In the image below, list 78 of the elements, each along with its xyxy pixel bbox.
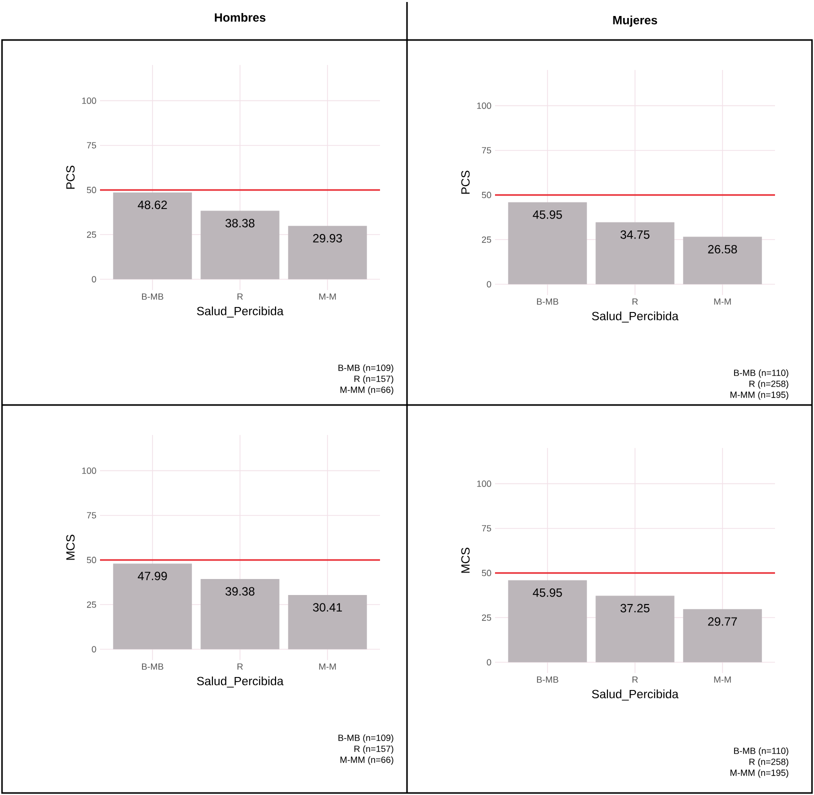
text: M-MM (n=195) <box>730 391 788 400</box>
bar <box>200 578 280 650</box>
x-tick-label: B-MB <box>537 298 558 305</box>
text: B-MB (n=109) <box>338 734 394 743</box>
data-label: 30.41 <box>313 603 342 612</box>
bar <box>508 202 587 284</box>
data-label: 47.99 <box>138 572 167 580</box>
y-axis-title: MCS <box>461 548 470 573</box>
y-tick-label: 25 <box>86 231 96 238</box>
y-tick-label: 100 <box>82 98 96 104</box>
chart-title: Mujeres <box>613 16 658 27</box>
y-tick-label: 50 <box>86 556 96 564</box>
text: R (n=258) <box>749 380 788 389</box>
text: B-MB (n=109) <box>338 364 394 373</box>
y-tick-label: 75 <box>482 147 492 154</box>
y-tick-label: 25 <box>86 601 96 608</box>
y-axis-title: MCS <box>66 534 75 560</box>
y-tick-label: 25 <box>482 236 492 243</box>
x-tick-label: B-MB <box>142 294 164 300</box>
bar <box>683 236 762 284</box>
x-axis-title: Salud_Percibida <box>592 312 679 323</box>
y-tick-label: 75 <box>86 512 96 518</box>
data-label: 29.77 <box>708 617 737 626</box>
text: B-MB (n=110) <box>734 369 788 378</box>
data-label: 45.95 <box>532 588 562 597</box>
bar <box>200 210 280 280</box>
x-axis-title: Salud_Percibida <box>592 690 679 701</box>
data-label: 45.95 <box>532 210 562 219</box>
text: R (n=157) <box>354 745 394 754</box>
x-tick-label: B-MB <box>142 664 164 670</box>
text: R (n=258) <box>749 758 788 767</box>
bar <box>113 192 192 280</box>
data-label: 29.93 <box>313 234 342 242</box>
x-axis-title: Salud_Percibida <box>197 306 284 318</box>
x-tick-label: R <box>238 294 243 300</box>
y-tick-label: 0 <box>92 646 96 652</box>
y-tick-label: 25 <box>482 614 492 621</box>
x-tick-label: M-M <box>319 294 336 300</box>
y-tick-label: 75 <box>482 525 492 532</box>
x-tick-label: R <box>632 676 638 683</box>
bar <box>113 564 192 650</box>
text: R (n=157) <box>354 375 394 384</box>
data-label: 37.25 <box>620 604 650 612</box>
text: M-MM (n=66) <box>340 756 394 765</box>
y-tick-label: 100 <box>477 480 492 487</box>
data-label: 26.58 <box>708 244 737 254</box>
bar <box>683 609 762 662</box>
data-label: 38.38 <box>226 218 254 228</box>
y-tick-label: 100 <box>82 468 96 474</box>
y-tick-label: 0 <box>486 281 492 288</box>
y-tick-label: 75 <box>86 142 96 148</box>
y-tick-label: 50 <box>482 570 492 576</box>
x-tick-label: R <box>238 664 243 670</box>
bar <box>596 596 674 662</box>
y-axis-title: PCS <box>461 170 470 194</box>
data-label: 39.38 <box>226 587 254 596</box>
y-tick-label: 0 <box>92 276 96 282</box>
bar <box>288 226 367 280</box>
data-label: 48.62 <box>138 200 167 210</box>
x-tick-label: B-MB <box>537 676 558 683</box>
x-axis-title: Salud_Percibida <box>197 676 284 688</box>
bar <box>508 580 587 662</box>
y-tick-label: 100 <box>477 102 492 109</box>
x-tick-label: R <box>632 298 638 305</box>
x-tick-label: M-M <box>714 676 731 683</box>
bar <box>288 594 367 650</box>
text: M-MM (n=195) <box>730 769 788 778</box>
x-tick-label: M-M <box>319 664 336 670</box>
y-axis-title: PCS <box>66 166 75 189</box>
y-tick-label: 50 <box>482 192 492 198</box>
x-tick-label: M-M <box>714 298 731 305</box>
bar <box>596 222 674 284</box>
y-tick-label: 50 <box>86 186 96 194</box>
chart-title: Hombres <box>214 12 266 22</box>
text: B-MB (n=110) <box>734 747 788 756</box>
data-label: 34.75 <box>620 230 650 239</box>
y-tick-label: 0 <box>486 659 492 666</box>
text: M-MM (n=66) <box>340 386 394 395</box>
